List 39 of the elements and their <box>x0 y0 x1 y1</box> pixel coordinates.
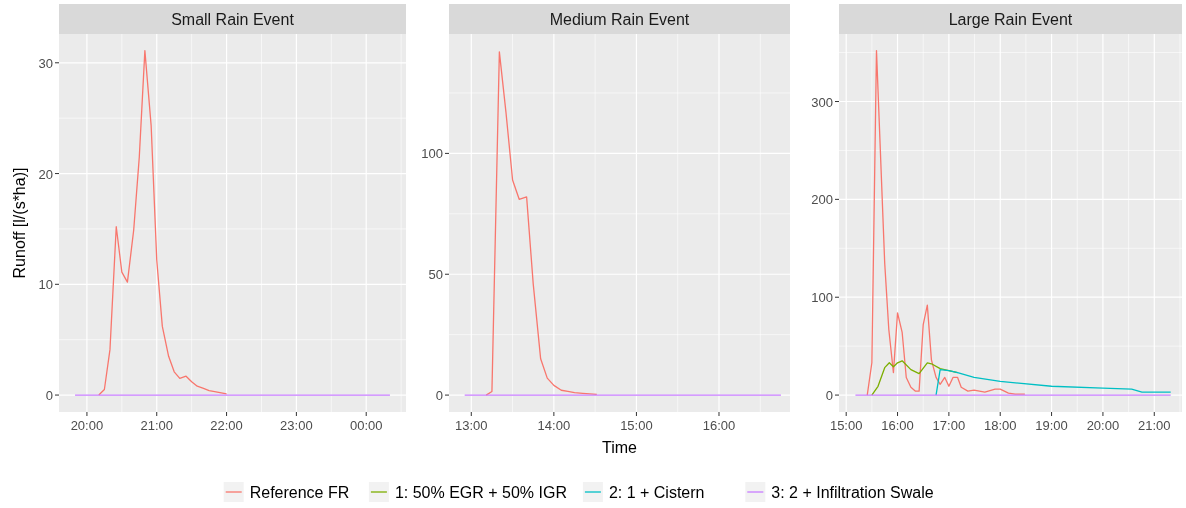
y-tick-label: 10 <box>38 277 53 293</box>
x-tick-label: 21:00 <box>1138 418 1171 433</box>
line-series <box>935 368 1172 396</box>
y-tick-label: 20 <box>38 166 53 182</box>
y-tick-label: 50 <box>428 267 443 283</box>
x-tick-label: 20:00 <box>70 418 104 433</box>
x-tick-label: 00:00 <box>349 418 383 433</box>
x-tick-label: 13:00 <box>455 418 488 433</box>
line-series <box>98 49 228 396</box>
y-tick-label: 30 <box>38 55 53 71</box>
y-tick-label: 300 <box>811 94 833 110</box>
line-series <box>866 49 1026 396</box>
x-tick-label: 20:00 <box>1086 418 1120 433</box>
x-tick-label: 19:00 <box>1035 418 1068 433</box>
y-tick-label: 0 <box>435 388 443 404</box>
x-tick-label: 23:00 <box>280 418 313 433</box>
legend-label: 3: 2 + Infiltration Swale <box>771 484 934 501</box>
y-tick-label: 0 <box>825 388 833 404</box>
x-tick-label: 15:00 <box>829 418 863 433</box>
chart-title: Small Rain Event <box>171 11 295 28</box>
legend-label: 1: 50% EGR + 50% IGR <box>394 484 567 501</box>
x-tick-label: 14:00 <box>537 418 571 433</box>
x-tick-label: 16:00 <box>702 418 736 433</box>
y-tick-label: 100 <box>811 290 833 306</box>
legend-label: 2: 1 + Cistern <box>608 484 705 501</box>
x-tick-label: 18:00 <box>983 418 1017 433</box>
x-tick-label: 21:00 <box>140 418 174 433</box>
y-tick-label: 200 <box>811 192 833 208</box>
x-tick-label: 16:00 <box>881 418 914 433</box>
chart-title: Large Rain Event <box>948 11 1073 28</box>
y-tick-label: 0 <box>45 388 53 404</box>
legend-label: Reference FR <box>249 484 350 501</box>
x-axis-title: Time <box>602 439 638 456</box>
y-axis-title: Runoff [l/(s*ha)] <box>11 167 28 279</box>
x-tick-label: 22:00 <box>210 418 243 433</box>
x-tick-label: 17:00 <box>932 418 966 433</box>
chart-title: Medium Rain Event <box>549 11 690 28</box>
x-tick-label: 15:00 <box>620 418 653 433</box>
y-tick-label: 100 <box>421 146 443 162</box>
